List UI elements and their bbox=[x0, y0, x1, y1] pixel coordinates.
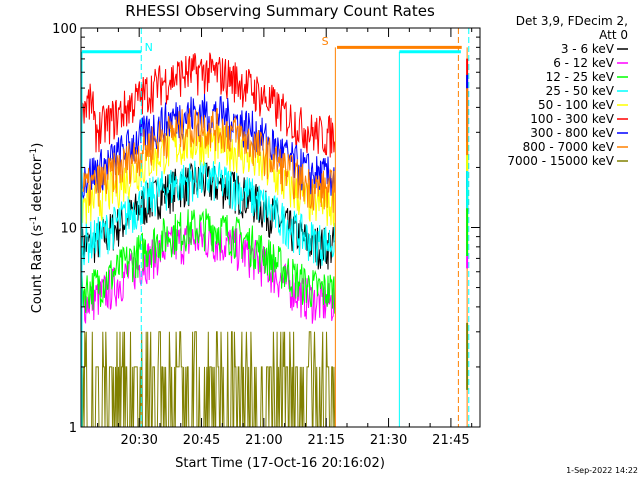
legend-label: 7000 - 15000 keV bbox=[507, 154, 614, 168]
chart-title: RHESSI Observing Summary Count Rates bbox=[125, 2, 435, 20]
series-4-trace bbox=[81, 123, 336, 227]
legend-header-line: Att 0 bbox=[599, 28, 628, 42]
flag-label-n: N bbox=[145, 41, 153, 54]
x-tick-label: 21:45 bbox=[432, 433, 469, 448]
y-axis-ticks: 1 10 100 bbox=[52, 22, 480, 436]
series-7-trace bbox=[81, 107, 336, 213]
legend-label: 12 - 25 keV bbox=[546, 70, 615, 84]
series-5-trace bbox=[81, 52, 336, 158]
legend-header-line: Det 3,9, FDecim 2, bbox=[516, 14, 628, 28]
y-tick-label: 100 bbox=[52, 22, 77, 37]
x-tick-label: 21:00 bbox=[245, 433, 282, 448]
series-8-trace bbox=[81, 331, 336, 428]
legend-label: 50 - 100 keV bbox=[538, 98, 615, 112]
legend-label: 100 - 300 keV bbox=[530, 112, 614, 126]
y-axis-label: Count Rate (s-1 detector-1) bbox=[29, 143, 45, 314]
y-axis-label-part: ) bbox=[30, 143, 45, 148]
x-axis-ticks: 20:30 20:45 21:00 21:15 21:30 21:45 bbox=[97, 28, 473, 448]
y-tick-label: 10 bbox=[60, 222, 77, 237]
footer-date: 1-Sep-2022 14:22 bbox=[566, 466, 638, 475]
legend-label: 25 - 50 keV bbox=[546, 84, 615, 98]
x-tick-label: 21:30 bbox=[370, 433, 407, 448]
legend-label: 800 - 7000 keV bbox=[523, 140, 615, 154]
legend-label: 6 - 12 keV bbox=[553, 56, 615, 70]
legend-label: 300 - 800 keV bbox=[530, 126, 614, 140]
x-tick-label: 20:30 bbox=[120, 433, 157, 448]
y-tick-label: 1 bbox=[69, 421, 77, 436]
series-6-trace bbox=[81, 93, 336, 200]
y-axis-label-part: Count Rate (s bbox=[30, 225, 45, 314]
x-tick-label: 20:45 bbox=[183, 433, 220, 448]
y-axis-label-part: detector bbox=[30, 156, 45, 216]
x-tick-label: 21:15 bbox=[307, 433, 344, 448]
y-axis-label-sup: -1 bbox=[29, 216, 39, 225]
x-axis-label: Start Time (17-Oct-16 20:16:02) bbox=[175, 456, 385, 471]
series-3-trace bbox=[81, 160, 336, 266]
y-axis-label-sup: -1 bbox=[29, 148, 39, 157]
series-2-trace bbox=[81, 208, 336, 314]
legend-label: 3 - 6 keV bbox=[561, 42, 615, 56]
flag-label-s: S bbox=[322, 35, 329, 48]
